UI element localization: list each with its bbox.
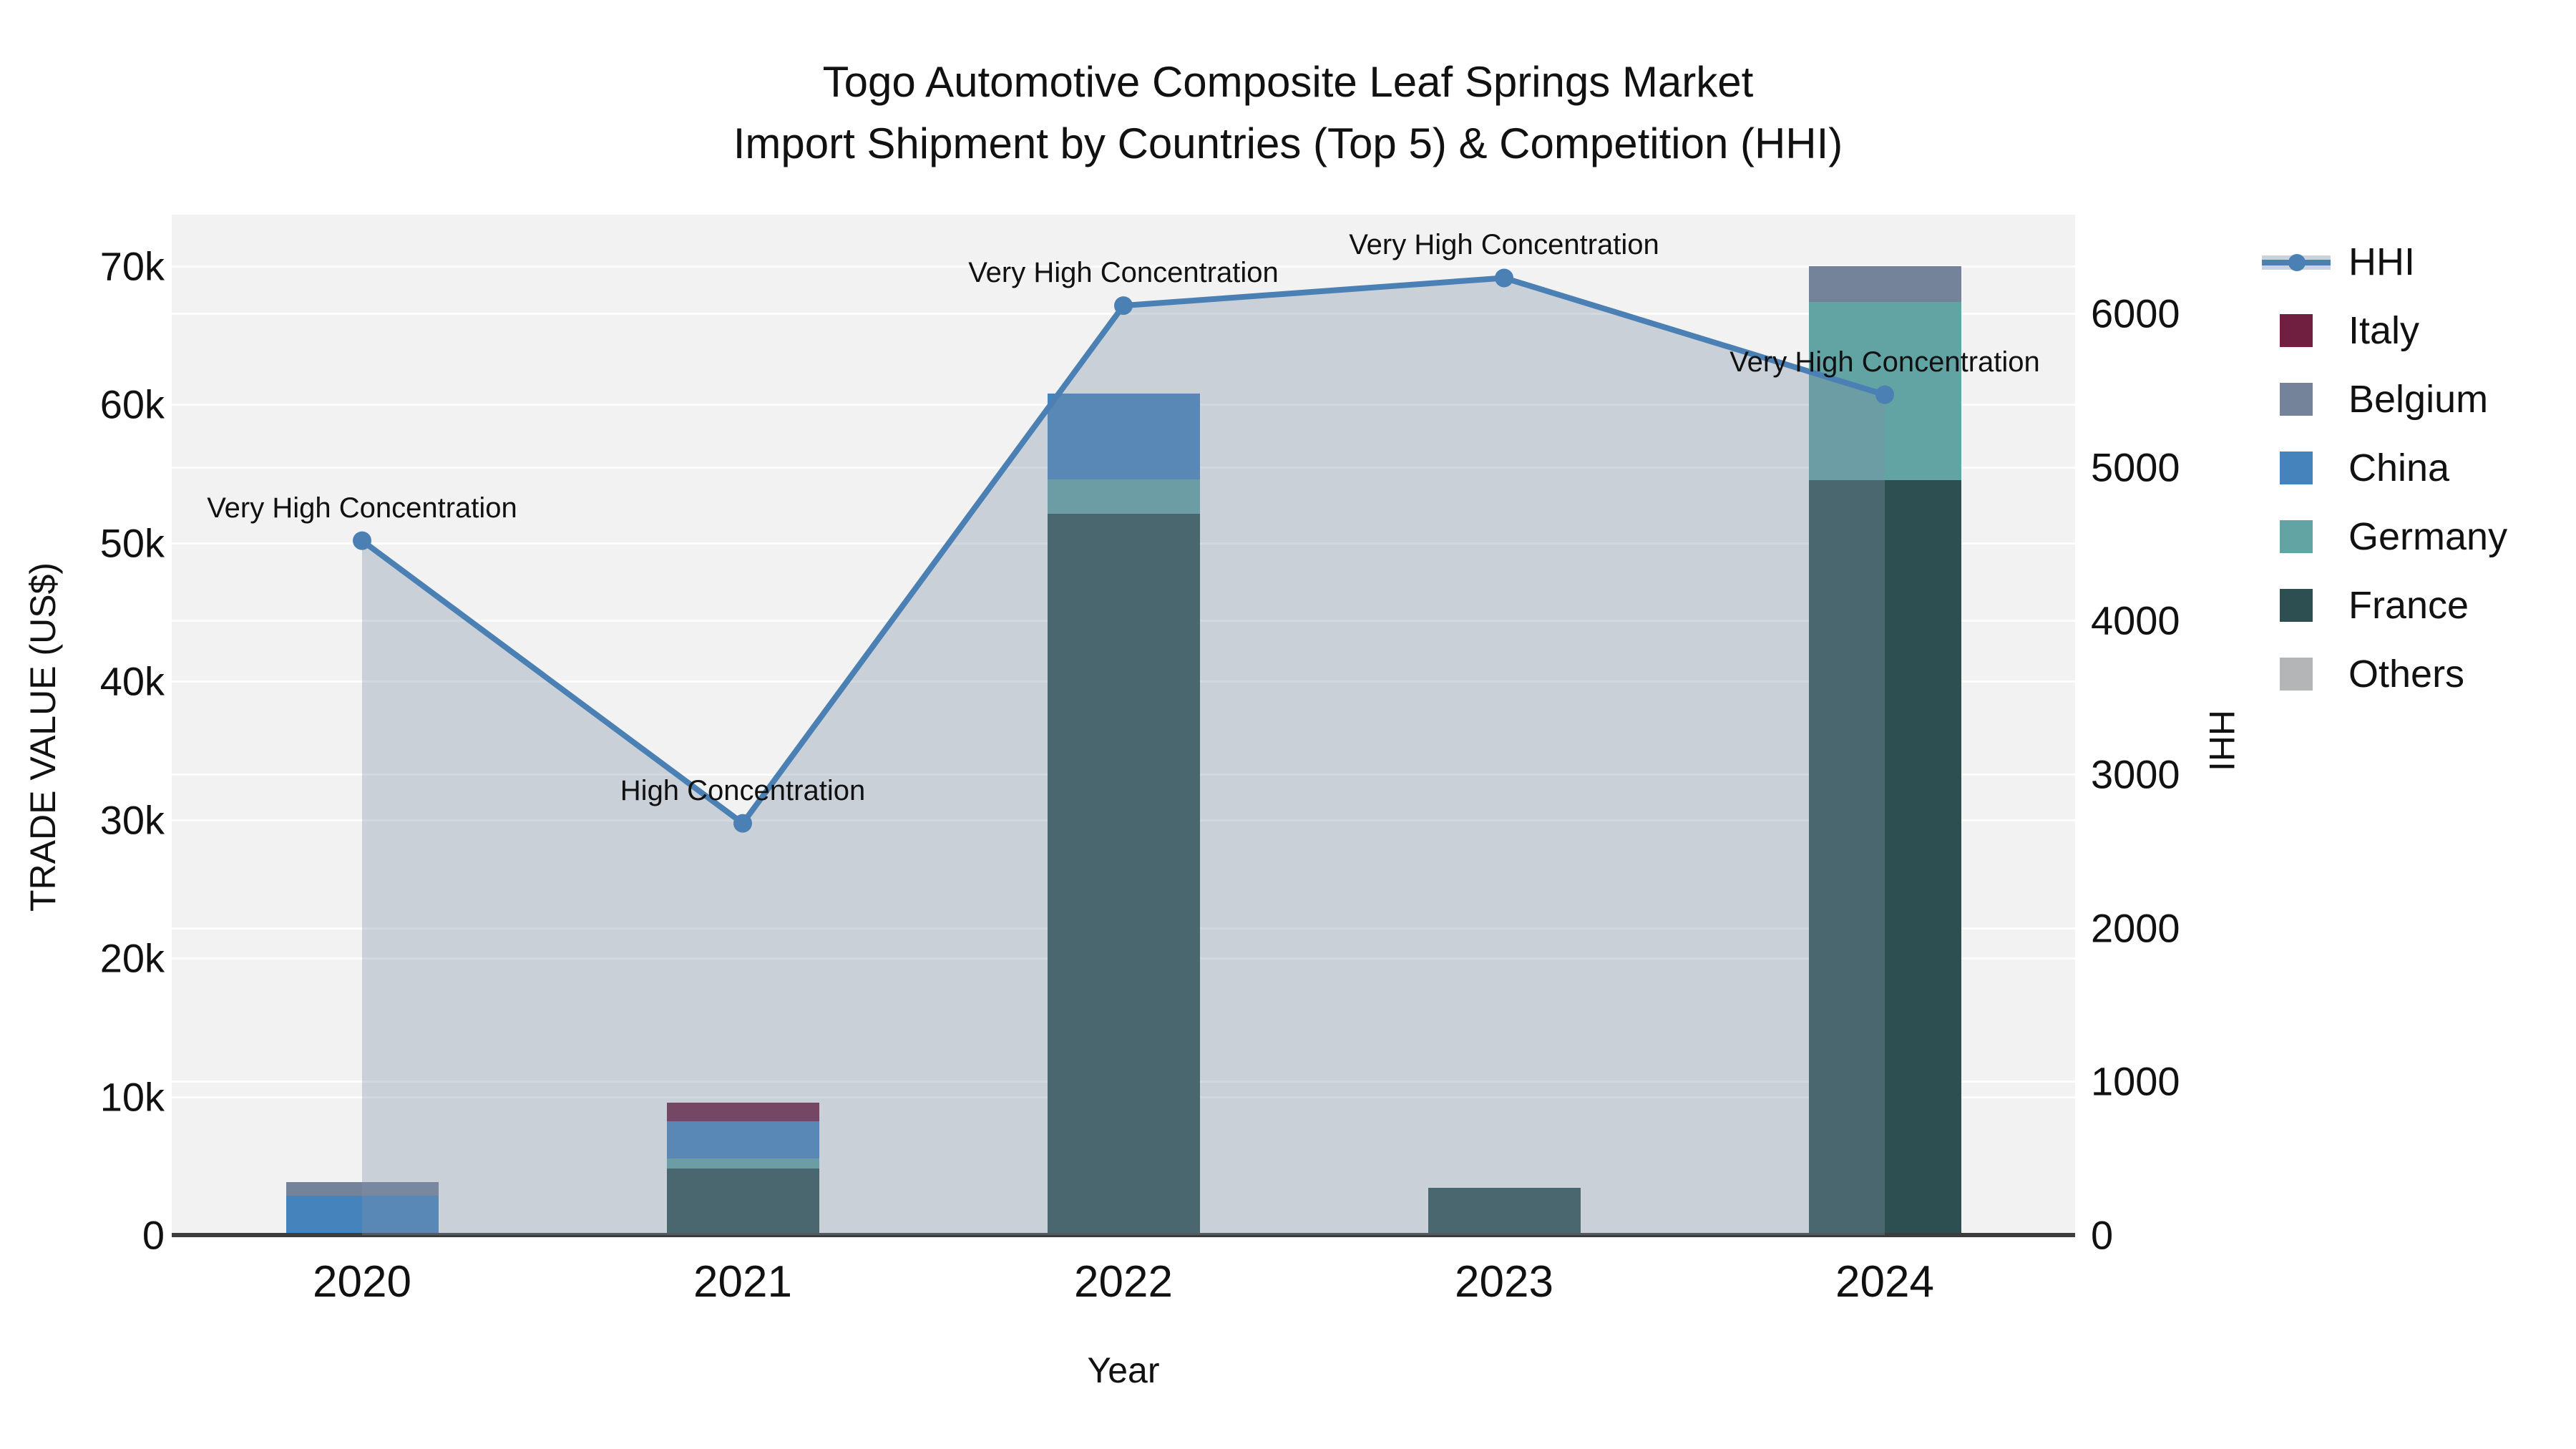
swatch-icon-germany [2254, 502, 2338, 571]
hhi-point-2023[interactable] [1495, 268, 1513, 288]
x-axis-title: Year [1087, 1350, 1160, 1390]
y-left-tick-40k: 40k [99, 658, 165, 704]
hhi-point-2020[interactable] [353, 531, 371, 550]
annotation-2021: High Concentration [620, 774, 866, 806]
bar-segment-2022-germany[interactable] [1047, 479, 1200, 514]
x-tick-2022: 2022 [1074, 1257, 1173, 1307]
bar-segment-2022-france[interactable] [1047, 513, 1200, 1235]
swatch-icon-france [2254, 571, 2338, 640]
legend-label-hhi: HHI [2348, 240, 2415, 283]
y-left-tick-70k: 70k [99, 243, 165, 289]
y-right-tick-0: 0 [2091, 1212, 2114, 1258]
x-tick-2021: 2021 [693, 1257, 792, 1307]
gridline-left-70000 [172, 265, 2075, 268]
legend-label-italy: Italy [2348, 309, 2420, 352]
annotation-2020: Very High Concentration [207, 492, 517, 524]
y-axis-left-title: TRADE VALUE (US$) [23, 562, 63, 912]
y-left-tick-10k: 10k [99, 1074, 165, 1119]
hhi-line-icon [2254, 228, 2338, 296]
bar-segment-2024-france[interactable] [1808, 480, 1961, 1235]
y-right-tick-4000: 4000 [2091, 597, 2180, 643]
swatch-icon-italy [2254, 296, 2338, 365]
hhi-point-2022[interactable] [1114, 296, 1133, 316]
legend-label-germany: Germany [2348, 515, 2508, 558]
y-right-tick-5000: 5000 [2091, 444, 2180, 490]
y-right-tick-6000: 6000 [2091, 291, 2180, 336]
bar-segment-2021-france[interactable] [666, 1169, 819, 1235]
bar-segment-2020-belgium[interactable] [286, 1182, 439, 1196]
x-tick-2024: 2024 [1835, 1257, 1934, 1307]
y-left-tick-20k: 20k [99, 935, 165, 981]
legend-label-france: France [2348, 584, 2469, 627]
swatch-icon-belgium [2254, 365, 2338, 434]
y-right-tick-2000: 2000 [2091, 905, 2180, 951]
legend-label-china: China [2348, 447, 2450, 489]
annotation-2024: Very High Concentration [1729, 346, 2040, 378]
annotation-2023: Very High Concentration [1349, 229, 1659, 261]
bar-segment-2021-italy[interactable] [666, 1102, 819, 1121]
legend-item-belgium[interactable]: Belgium [2254, 365, 2507, 434]
bar-segment-2020-china[interactable] [286, 1195, 439, 1234]
y-left-tick-60k: 60k [99, 381, 165, 427]
x-axis-line [172, 1233, 2075, 1237]
legend-label-others: Others [2348, 653, 2465, 696]
legend-item-hhi[interactable]: HHI [2254, 228, 2507, 296]
legend-item-germany[interactable]: Germany [2254, 502, 2507, 571]
y-right-tick-3000: 3000 [2091, 751, 2180, 797]
chart-title-line2: Import Shipment by Countries (Top 5) & C… [733, 119, 1843, 167]
legend: HHI Italy Belgium China Germany France Others [2254, 228, 2507, 708]
swatch-icon-china [2254, 434, 2338, 502]
bar-segment-2023-france[interactable] [1428, 1188, 1581, 1235]
hhi-point-2021[interactable] [733, 814, 752, 833]
y-left-tick-30k: 30k [99, 797, 165, 843]
legend-label-belgium: Belgium [2348, 378, 2489, 421]
bar-segment-2022-china[interactable] [1047, 393, 1200, 479]
legend-item-italy[interactable]: Italy [2254, 296, 2507, 365]
legend-item-others[interactable]: Others [2254, 640, 2507, 708]
bar-segment-2021-germany[interactable] [666, 1158, 819, 1169]
bar-segment-2021-china[interactable] [666, 1121, 819, 1158]
x-tick-2020: 2020 [313, 1257, 411, 1307]
y-left-tick-50k: 50k [99, 520, 165, 566]
y-left-tick-0: 0 [142, 1212, 165, 1258]
y-right-tick-1000: 1000 [2091, 1058, 2180, 1104]
legend-item-france[interactable]: France [2254, 571, 2507, 640]
hhi-point-2024[interactable] [1875, 385, 1894, 404]
legend-item-china[interactable]: China [2254, 434, 2507, 502]
chart-title-line1: Togo Automotive Composite Leaf Springs M… [822, 58, 1754, 106]
bar-segment-2024-belgium[interactable] [1808, 265, 1961, 302]
chart-title: Togo Automotive Composite Leaf Springs M… [0, 52, 2576, 175]
annotation-2022: Very High Concentration [968, 257, 1279, 289]
x-tick-2023: 2023 [1455, 1257, 1553, 1307]
swatch-icon-others [2254, 640, 2338, 708]
